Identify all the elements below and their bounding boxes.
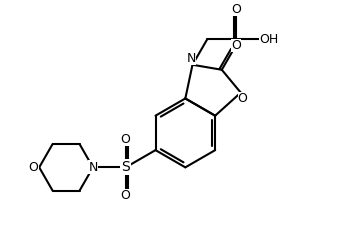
Text: O: O	[231, 3, 242, 16]
Text: S: S	[121, 160, 130, 174]
Text: N: N	[187, 52, 196, 66]
Text: N: N	[88, 161, 98, 174]
Text: O: O	[28, 161, 38, 174]
Text: O: O	[121, 132, 131, 145]
Text: OH: OH	[259, 33, 278, 46]
Text: O: O	[121, 189, 131, 202]
Text: O: O	[231, 38, 241, 52]
Text: O: O	[238, 92, 247, 105]
